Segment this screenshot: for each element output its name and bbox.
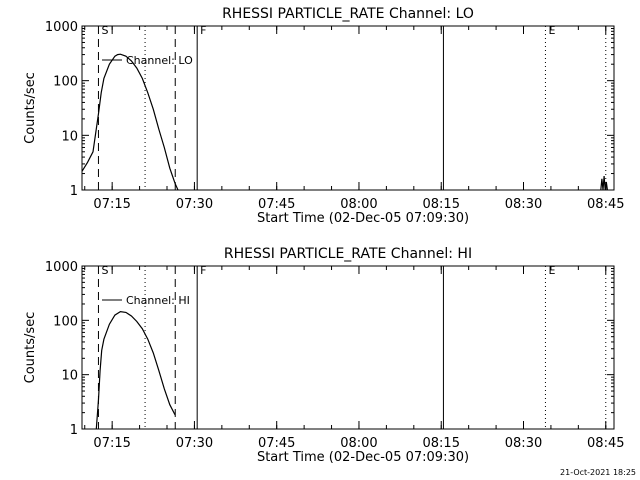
x-tick-label: 07:45 xyxy=(258,436,295,451)
event-marker-label: S xyxy=(101,24,108,37)
legend-label: Channel: HI xyxy=(126,294,190,307)
x-tick-label: 08:30 xyxy=(505,436,542,451)
x-tick-label: 08:30 xyxy=(505,197,542,212)
event-marker-label: F xyxy=(200,24,206,37)
y-tick-label: 100 xyxy=(53,75,78,90)
plot-frame xyxy=(81,25,615,191)
plot-frame xyxy=(81,265,615,430)
series-line xyxy=(95,310,176,430)
y-tick-label: 100 xyxy=(53,314,78,329)
event-marker-label: F xyxy=(200,264,206,277)
x-tick-label: 08:15 xyxy=(423,436,460,451)
panel-hi: RHESSI PARTICLE_RATE Channel: HI 1 10 100 10… xyxy=(23,246,625,465)
panel-lo: RHESSI PARTICLE_RATE Channel: LO 1 10 100 10… xyxy=(23,6,625,226)
chart-title: RHESSI PARTICLE_RATE Channel: LO xyxy=(222,6,474,22)
x-axis-label: Start Time (02-Dec-05 07:09:30) xyxy=(257,211,469,226)
series-line xyxy=(81,53,179,191)
x-tick-label: 07:15 xyxy=(93,197,130,212)
x-axis-label: Start Time (02-Dec-05 07:09:30) xyxy=(257,450,469,465)
x-tick-label: 08:45 xyxy=(587,197,624,212)
x-tick-label: 08:00 xyxy=(340,197,377,212)
x-tick-label: 08:45 xyxy=(587,436,624,451)
y-axis-label: Counts/sec xyxy=(23,72,38,144)
y-tick-label: 1000 xyxy=(45,260,78,275)
y-tick-label: 1000 xyxy=(45,20,78,35)
legend-label: Channel: LO xyxy=(126,54,193,67)
y-tick-label: 1 xyxy=(70,423,78,438)
y-tick-label: 10 xyxy=(61,129,78,144)
x-tick-label: 07:30 xyxy=(176,197,213,212)
y-axis-label: Counts/sec xyxy=(23,312,38,384)
x-tick-label: 07:30 xyxy=(176,436,213,451)
x-tick-label: 07:15 xyxy=(93,436,130,451)
event-marker-label: S xyxy=(101,264,108,277)
chart-title: RHESSI PARTICLE_RATE Channel: HI xyxy=(224,246,472,262)
x-tick-label: 08:00 xyxy=(340,436,377,451)
series-line-spike xyxy=(600,175,608,191)
x-tick-label: 08:15 xyxy=(423,197,460,212)
event-marker-label: E xyxy=(548,264,555,277)
x-tick-label: 07:45 xyxy=(258,197,295,212)
y-tick-label: 10 xyxy=(61,369,78,384)
plot-timestamp: 21-Oct-2021 18:25 xyxy=(560,468,636,477)
event-marker-label: E xyxy=(548,24,555,37)
y-tick-label: 1 xyxy=(70,184,78,199)
